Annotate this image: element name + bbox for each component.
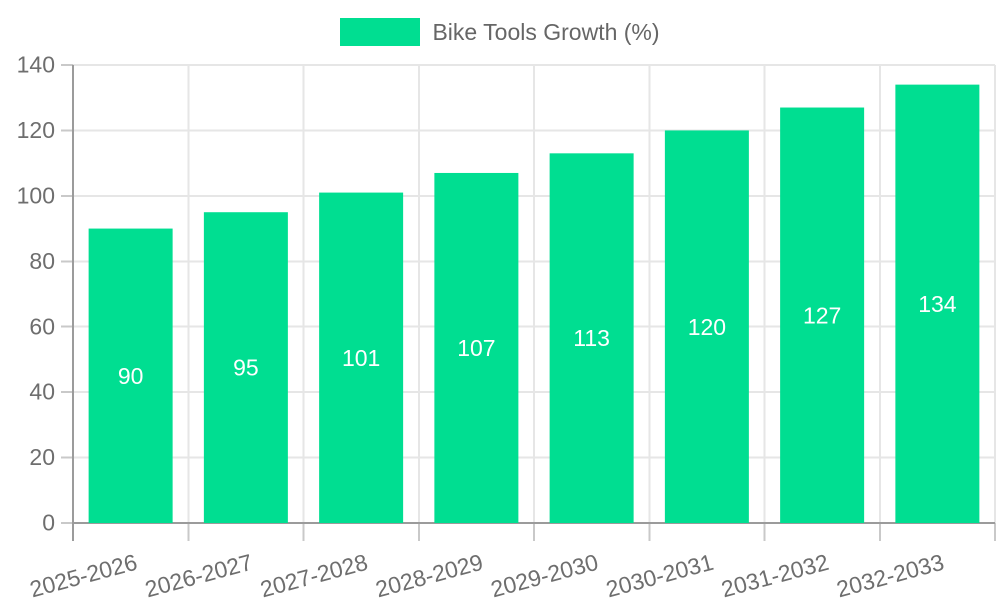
bar[interactable] (434, 172, 519, 523)
bar[interactable] (664, 130, 749, 523)
x-axis-label: 2029-2030 (488, 549, 601, 600)
y-axis-label: 40 (29, 379, 55, 405)
y-axis-label: 80 (29, 248, 55, 274)
y-axis-label: 100 (17, 182, 55, 208)
bar-value-label: 134 (918, 291, 957, 317)
bar-value-label: 95 (233, 355, 259, 381)
legend-item[interactable]: Bike Tools Growth (%) (0, 18, 1000, 46)
legend-label: Bike Tools Growth (%) (432, 18, 660, 45)
y-axis-label: 20 (29, 444, 55, 470)
bar-value-label: 127 (803, 302, 841, 328)
bar[interactable] (780, 107, 865, 524)
y-axis-label: 120 (17, 117, 55, 143)
bar[interactable] (319, 192, 404, 524)
x-axis-label: 2030-2031 (603, 549, 716, 600)
bar-value-label: 113 (573, 325, 610, 351)
bar[interactable] (895, 84, 980, 523)
x-axis-label: 2025-2026 (27, 549, 140, 600)
legend-swatch (340, 18, 421, 46)
bar[interactable] (203, 212, 288, 523)
y-axis-label: 60 (29, 313, 55, 339)
y-axis-label: 0 (42, 510, 55, 536)
x-axis-label: 2026-2027 (142, 549, 255, 600)
bar-value-label: 107 (457, 335, 495, 361)
bar-value-label: 101 (342, 345, 380, 371)
x-axis-label: 2031-2032 (718, 549, 831, 600)
bar-value-label: 120 (688, 314, 726, 340)
y-axis-label: 140 (17, 52, 55, 78)
bar-value-label: 90 (118, 363, 144, 389)
x-axis-label: 2028-2029 (373, 549, 486, 600)
x-axis-label: 2027-2028 (257, 549, 370, 600)
x-axis-label: 2032-2033 (834, 549, 947, 600)
bar[interactable] (88, 228, 173, 524)
bar[interactable] (549, 153, 634, 524)
